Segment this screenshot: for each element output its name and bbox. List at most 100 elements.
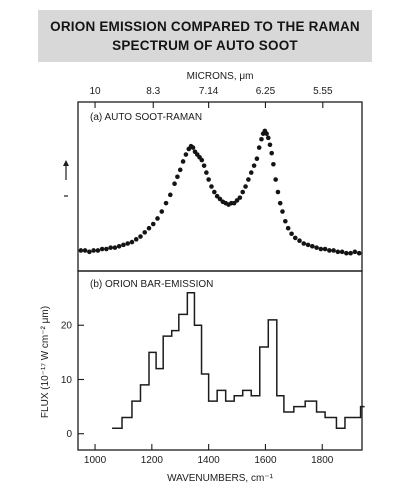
data-point xyxy=(214,193,220,199)
data-point xyxy=(310,243,315,249)
data-point xyxy=(190,145,196,150)
data-point xyxy=(322,246,328,252)
data-point xyxy=(168,192,173,198)
data-point xyxy=(163,200,169,206)
data-point xyxy=(246,177,251,182)
y-axis-ticks: 0 10 20 xyxy=(61,321,84,440)
x-tick-label: 1200 xyxy=(141,455,164,466)
data-point xyxy=(206,177,211,182)
intensity-arrow-icon xyxy=(63,160,69,197)
data-point xyxy=(180,159,186,164)
title-line-2: SPECTRUM OF AUTO SOOT xyxy=(112,38,298,53)
data-point xyxy=(318,246,324,252)
data-point xyxy=(240,189,246,195)
data-point xyxy=(283,218,288,224)
y-tick-label: 0 xyxy=(66,429,72,440)
title-banner: ORION EMISSION COMPARED TO THE RAMAN SPE… xyxy=(38,10,372,62)
data-point xyxy=(217,196,223,202)
data-point xyxy=(301,241,307,246)
data-point xyxy=(285,225,291,231)
data-point xyxy=(133,237,139,242)
data-point xyxy=(254,156,260,161)
data-point xyxy=(138,234,143,239)
data-point xyxy=(146,225,152,231)
top-tick-label: 7.14 xyxy=(199,86,219,97)
top-axis-label: MICRONS, μm xyxy=(187,71,254,82)
data-point xyxy=(267,142,273,148)
data-point xyxy=(91,248,96,253)
y-axis-label: FLUX (10⁻¹⁷ W cm⁻² μm) xyxy=(40,306,51,418)
data-point xyxy=(150,221,156,227)
data-point xyxy=(356,250,362,256)
top-tick-label: 10 xyxy=(89,86,101,97)
x-tick-label: 1800 xyxy=(311,455,334,466)
x-tick-label: 1000 xyxy=(84,455,107,466)
data-point xyxy=(335,249,341,255)
data-point xyxy=(352,249,358,255)
data-point xyxy=(259,136,264,142)
data-point xyxy=(175,174,180,180)
data-point xyxy=(183,152,189,157)
data-point xyxy=(159,209,165,214)
data-point xyxy=(256,145,262,150)
data-point xyxy=(271,161,276,167)
data-point xyxy=(209,184,214,189)
data-point xyxy=(142,230,148,235)
data-point xyxy=(99,246,105,252)
data-point xyxy=(248,170,254,175)
data-point xyxy=(231,200,237,206)
data-point xyxy=(243,184,248,189)
data-point xyxy=(348,250,353,256)
y-tick-label: 10 xyxy=(61,375,73,386)
data-point xyxy=(273,177,278,182)
data-point xyxy=(104,246,109,252)
data-point xyxy=(327,248,332,253)
data-point xyxy=(108,245,113,250)
data-point xyxy=(264,131,269,136)
data-point xyxy=(95,248,101,253)
x-axis-ticks: 1000 1200 1400 1600 1800 xyxy=(84,444,334,466)
data-point xyxy=(87,249,92,255)
data-point xyxy=(199,157,205,163)
data-point xyxy=(112,245,118,250)
panel-b-label: (b) ORION BAR-EMISSION xyxy=(90,279,213,290)
data-point xyxy=(237,195,243,200)
data-point xyxy=(269,150,274,156)
data-point xyxy=(177,167,183,173)
top-tick-label: 6.25 xyxy=(256,86,276,97)
data-point xyxy=(78,248,84,253)
data-point xyxy=(82,248,88,253)
x-tick-label: 1400 xyxy=(198,455,221,466)
top-axis-ticks: 10 8.3 7.14 6.25 5.55 xyxy=(89,86,333,108)
data-point xyxy=(201,163,207,168)
data-point xyxy=(204,170,209,175)
data-point xyxy=(265,135,271,141)
data-point xyxy=(125,241,130,246)
data-point xyxy=(116,243,122,249)
top-tick-label: 5.55 xyxy=(313,86,333,97)
data-point xyxy=(129,239,135,245)
data-point xyxy=(172,181,177,187)
data-point xyxy=(314,245,319,250)
data-point xyxy=(289,231,294,237)
data-point xyxy=(234,198,240,203)
raman-points xyxy=(78,128,362,256)
orion-emission-line xyxy=(112,291,365,430)
data-point xyxy=(212,189,217,195)
data-point xyxy=(280,209,285,214)
panel-a-label: (a) AUTO SOOT-RAMAN xyxy=(90,112,202,123)
data-point xyxy=(331,248,336,253)
panel-b-frame xyxy=(77,270,363,451)
top-tick-label: 8.3 xyxy=(146,86,160,97)
data-point xyxy=(275,189,281,195)
data-point xyxy=(277,200,283,206)
data-point xyxy=(155,216,160,221)
x-axis-label: WAVENUMBERS, cm⁻¹ xyxy=(167,473,274,484)
data-point xyxy=(339,249,345,255)
data-point xyxy=(305,242,311,248)
x-tick-label: 1600 xyxy=(254,455,277,466)
data-point xyxy=(292,235,298,241)
data-point xyxy=(297,238,302,244)
title-line-1: ORION EMISSION COMPARED TO THE RAMAN xyxy=(50,19,360,34)
